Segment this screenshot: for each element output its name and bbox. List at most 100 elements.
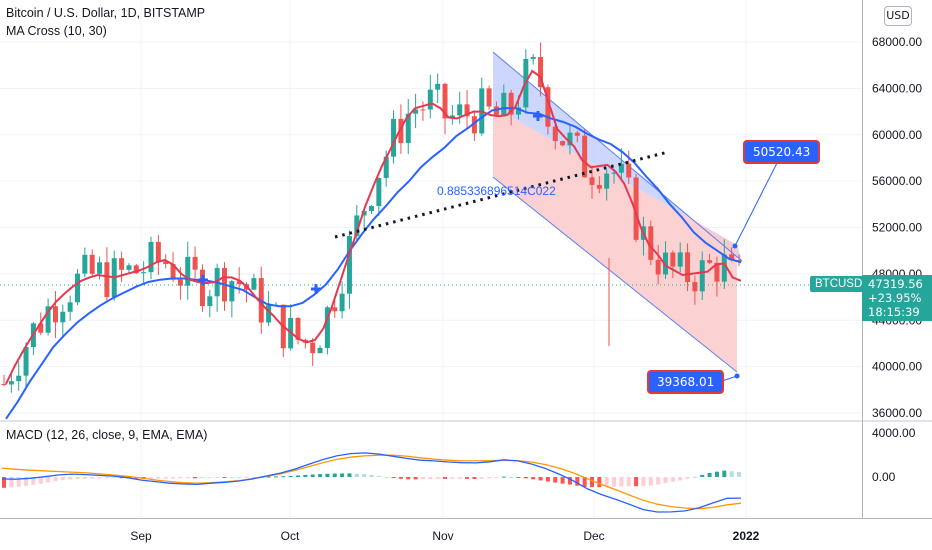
- candle-body: [163, 261, 169, 265]
- macd-histogram-bar: [435, 477, 440, 479]
- macd-histogram-bar: [443, 477, 447, 479]
- trend-line-dotted: [334, 150, 669, 239]
- macd-histogram-bar: [472, 477, 477, 479]
- macd-histogram-bar: [597, 477, 602, 488]
- macd-histogram-bar: [590, 477, 594, 488]
- candle-body: [170, 264, 176, 280]
- macd-histogram-bar: [413, 477, 418, 480]
- macd-histogram-bar: [420, 477, 425, 480]
- candle-body: [97, 262, 103, 274]
- candle-body: [442, 83, 448, 119]
- candle-body: [493, 106, 499, 115]
- channel-lower-fill: [493, 107, 737, 372]
- pane-separator: [0, 420, 932, 422]
- ma-cross-marker: [198, 275, 208, 285]
- macd-histogram-bar: [46, 477, 51, 483]
- candle-body: [538, 56, 544, 88]
- macd-histogram-bar: [325, 473, 330, 477]
- macd-histogram-bar: [531, 477, 536, 480]
- candle-body: [155, 241, 161, 262]
- macd-histogram-bar: [296, 475, 300, 477]
- macd-histogram-bar: [737, 471, 741, 477]
- macd-histogram-bar: [619, 477, 624, 487]
- candle-body: [567, 132, 573, 146]
- upper-price-callout[interactable]: 50520.43: [743, 140, 821, 164]
- candle-body: [714, 262, 720, 282]
- channel-lower-line: [492, 176, 738, 373]
- macd-histogram-bar: [303, 474, 308, 477]
- candle-body: [471, 116, 477, 134]
- macd-line: [1, 452, 742, 513]
- macd-histogram-bar: [82, 477, 87, 479]
- candle-body: [501, 92, 507, 115]
- macd-histogram-bar: [678, 477, 683, 481]
- macd-histogram-bar: [200, 477, 205, 479]
- candle-body: [663, 252, 668, 275]
- candle-body: [405, 113, 411, 144]
- macd-histogram-bar: [24, 477, 29, 486]
- macd-histogram-bar: [428, 477, 433, 479]
- candle-body: [251, 278, 257, 290]
- macd-histogram-bar: [2, 477, 6, 488]
- candle-body: [45, 306, 51, 333]
- macd-histogram-bar: [656, 477, 661, 485]
- macd-histogram-bar: [626, 477, 631, 487]
- macd-histogram-bar: [604, 477, 609, 487]
- candle-body: [60, 311, 66, 323]
- candle-body: [52, 306, 58, 323]
- channel-upper-line: [492, 51, 743, 262]
- macd-histogram-bar: [332, 473, 337, 477]
- macd-histogram-bar: [714, 471, 719, 477]
- candle-body: [677, 252, 683, 267]
- candle-body: [464, 104, 470, 117]
- macd-histogram-bar: [149, 477, 153, 479]
- lower-price-callout[interactable]: 39368.01: [647, 370, 725, 394]
- macd-histogram-bar: [38, 477, 43, 484]
- macd-histogram-bar: [612, 477, 617, 487]
- macd-histogram-bar: [634, 477, 639, 487]
- macd-histogram-bar: [163, 477, 168, 479]
- macd-histogram-bar: [700, 474, 705, 477]
- candle-body: [361, 210, 367, 216]
- candle-body: [618, 163, 624, 173]
- macd-histogram-bar: [16, 477, 21, 487]
- candle-body: [177, 279, 183, 286]
- indicator-label: MA Cross (10, 30): [6, 24, 107, 38]
- macd-histogram-bar: [251, 476, 256, 478]
- macd-histogram-bar: [722, 470, 727, 477]
- macd-histogram-bar: [318, 474, 323, 477]
- candle-body: [236, 281, 242, 285]
- macd-histogram-bar: [362, 474, 367, 477]
- x-tick-label: Dec: [583, 529, 604, 543]
- macd-histogram-bar: [369, 474, 374, 477]
- currency-button[interactable]: USD: [884, 6, 912, 26]
- candle-body: [339, 293, 345, 312]
- macd-histogram-bar: [398, 477, 403, 479]
- macd-histogram-bar: [560, 477, 565, 484]
- candle-body: [67, 302, 73, 312]
- candle-body: [729, 254, 735, 261]
- candle-body: [148, 241, 154, 273]
- ma-fast-line: [5, 69, 742, 385]
- candle-body: [692, 282, 698, 292]
- candle-body: [508, 92, 514, 115]
- candle-body: [207, 296, 213, 307]
- candle-body: [199, 269, 205, 307]
- macd-histogram-bar: [310, 474, 315, 477]
- macd-histogram-bar: [266, 476, 271, 478]
- candle-body: [310, 342, 316, 354]
- macd-histogram-bar: [347, 473, 352, 477]
- macd-histogram-bar: [729, 471, 734, 477]
- candle-body: [346, 236, 352, 294]
- macd-histogram-bar: [406, 477, 411, 480]
- candle-body: [633, 177, 639, 240]
- candle-body: [435, 83, 441, 90]
- macd-histogram-bar: [185, 477, 190, 479]
- macd-histogram-bar: [215, 477, 220, 478]
- candle-body: [530, 56, 536, 59]
- slope-label: 0.885336896514C022: [437, 184, 556, 198]
- ma-cross-marker: [311, 284, 321, 294]
- macd-histogram-bar: [193, 477, 198, 479]
- macd-histogram-bar: [222, 477, 227, 478]
